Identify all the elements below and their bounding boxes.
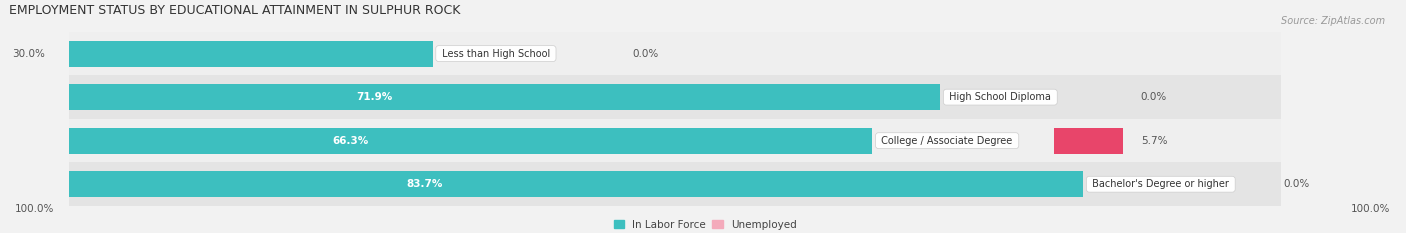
Bar <box>69 32 1281 75</box>
Bar <box>69 75 1281 119</box>
Bar <box>1054 128 1123 154</box>
Text: 0.0%: 0.0% <box>1284 179 1309 189</box>
Bar <box>69 128 872 154</box>
Text: High School Diploma: High School Diploma <box>946 92 1054 102</box>
Bar <box>69 119 1281 162</box>
Text: College / Associate Degree: College / Associate Degree <box>879 136 1017 146</box>
Text: Less than High School: Less than High School <box>439 49 553 58</box>
Text: 66.3%: 66.3% <box>332 136 368 146</box>
Text: 0.0%: 0.0% <box>1140 92 1167 102</box>
Bar <box>69 84 941 110</box>
Text: 5.7%: 5.7% <box>1142 136 1168 146</box>
Text: 71.9%: 71.9% <box>356 92 392 102</box>
Bar <box>69 162 1281 206</box>
Legend: In Labor Force, Unemployed: In Labor Force, Unemployed <box>613 220 797 230</box>
Text: 0.0%: 0.0% <box>633 49 659 58</box>
Text: 100.0%: 100.0% <box>1350 205 1389 214</box>
Text: EMPLOYMENT STATUS BY EDUCATIONAL ATTAINMENT IN SULPHUR ROCK: EMPLOYMENT STATUS BY EDUCATIONAL ATTAINM… <box>8 4 460 17</box>
Text: 83.7%: 83.7% <box>406 179 443 189</box>
Text: 30.0%: 30.0% <box>13 49 45 58</box>
Bar <box>69 41 433 67</box>
Text: 100.0%: 100.0% <box>14 205 53 214</box>
Bar <box>69 171 1083 197</box>
Text: Bachelor's Degree or higher: Bachelor's Degree or higher <box>1090 179 1232 189</box>
Text: Source: ZipAtlas.com: Source: ZipAtlas.com <box>1281 16 1385 26</box>
